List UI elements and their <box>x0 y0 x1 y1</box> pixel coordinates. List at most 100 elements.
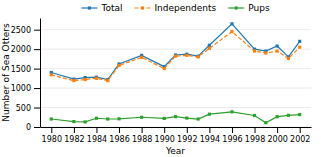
grid-line <box>40 127 311 128</box>
tick: 500 <box>16 104 40 113</box>
tick: 1500 <box>11 65 40 74</box>
tick: 1996 <box>222 127 242 144</box>
tick-label: 1998 <box>245 135 265 144</box>
point <box>50 117 53 120</box>
tick: 1980 <box>42 127 62 144</box>
point <box>117 64 120 67</box>
point <box>140 56 143 59</box>
legend-label: Pups <box>248 3 270 13</box>
marks <box>50 22 302 124</box>
tick-mark <box>277 127 278 133</box>
tick-label: 2000 <box>11 45 31 54</box>
series-line <box>51 112 299 123</box>
point <box>298 113 301 116</box>
tick-label: 2500 <box>11 26 31 35</box>
point <box>163 67 166 70</box>
tick-label: 1986 <box>109 135 129 144</box>
point <box>84 120 87 123</box>
point <box>253 114 256 117</box>
point <box>208 113 211 116</box>
point <box>174 55 177 58</box>
legend-marker <box>141 6 144 9</box>
grid-line <box>40 29 311 30</box>
point <box>197 55 200 58</box>
tick-label: 2002 <box>290 135 310 144</box>
tick: 1994 <box>200 127 220 144</box>
point <box>106 79 109 82</box>
chart: 1980198219841986198819901992199419961998… <box>0 0 321 157</box>
tick: 1992 <box>177 127 197 144</box>
markers <box>50 30 302 82</box>
tick-label: 2000 <box>267 135 287 144</box>
point <box>197 117 200 120</box>
tick-mark <box>34 30 40 31</box>
point <box>298 40 301 43</box>
tick-mark <box>142 127 143 133</box>
tick-mark <box>74 127 75 133</box>
tick: 2002 <box>290 127 310 144</box>
point <box>276 50 279 53</box>
tick-mark <box>209 127 210 133</box>
tick-label: 1982 <box>64 135 84 144</box>
y-axis: 0 500 1000 1500 2000 2500 <box>11 19 41 133</box>
tick-label: 1992 <box>177 135 197 144</box>
tick-mark <box>187 127 188 133</box>
point <box>72 79 75 82</box>
point <box>106 117 109 120</box>
point <box>50 73 53 76</box>
point <box>298 46 301 49</box>
grid-line <box>40 68 311 69</box>
point <box>276 44 279 47</box>
legend-label: Independents <box>154 3 216 13</box>
tick-mark <box>34 49 40 50</box>
axis-line <box>40 19 41 128</box>
legend-swatch <box>134 7 150 8</box>
axis-line <box>41 127 312 128</box>
tick-mark <box>96 127 97 133</box>
tick-label: 1996 <box>222 135 242 144</box>
legend-item: Total <box>81 3 122 13</box>
tick-label: 1500 <box>11 65 31 74</box>
legend-swatch <box>81 7 97 8</box>
y-axis-title: Number of Sea Otters <box>1 23 11 122</box>
tick: 2000 <box>267 127 287 144</box>
tick-label: 1990 <box>155 135 175 144</box>
tick: 1990 <box>155 127 175 144</box>
series-line <box>51 24 299 80</box>
plot: 1980198219841986198819901992199419961998… <box>11 19 312 144</box>
legend-item: Pups <box>228 3 270 13</box>
point <box>208 44 211 47</box>
tick-mark <box>164 127 165 133</box>
point <box>264 51 267 54</box>
tick: 1000 <box>11 84 40 93</box>
tick: 2500 <box>11 26 40 35</box>
tick-mark <box>255 127 256 133</box>
tick: 1998 <box>245 127 265 144</box>
point <box>185 116 188 119</box>
point <box>163 117 166 120</box>
point <box>174 115 177 118</box>
legend-swatch <box>228 7 244 8</box>
tick-mark <box>300 127 301 133</box>
point <box>95 117 98 120</box>
x-axis: 1980198219841986198819901992199419961998… <box>41 127 312 144</box>
tick-mark <box>232 127 233 133</box>
point <box>117 117 120 120</box>
grid-line <box>40 107 311 108</box>
point <box>140 116 143 119</box>
point <box>230 22 233 25</box>
tick-label: 0 <box>26 123 31 132</box>
tick-label: 1994 <box>200 135 220 144</box>
point <box>72 120 75 123</box>
tick-label: 1984 <box>87 135 107 144</box>
legend-marker <box>88 6 91 9</box>
tick: 1986 <box>109 127 129 144</box>
series-line <box>51 32 299 81</box>
point <box>287 114 290 117</box>
tick: 2000 <box>11 45 40 54</box>
tick-mark <box>34 127 40 128</box>
tick-label: 1980 <box>42 135 62 144</box>
markers <box>50 110 302 124</box>
tick: 1982 <box>64 127 84 144</box>
point <box>208 47 211 50</box>
